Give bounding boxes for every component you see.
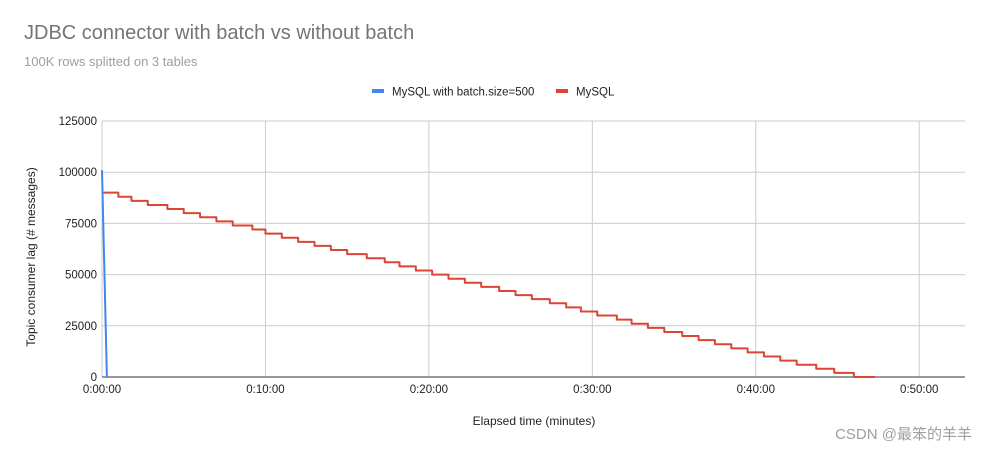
x-tick-label: 0:20:00 [410,384,448,396]
series-line-mysql [102,191,876,378]
chart-title: JDBC connector with batch vs without bat… [24,22,415,44]
x-tick-label: 0:10:00 [246,384,284,396]
x-tick-label: 0:40:00 [737,384,775,396]
series-line-mysql-with-batch-size-500 [101,170,108,378]
y-axis-label: Topic consumer lag (# messages) [24,167,38,346]
y-tick-label: 0 [91,372,97,384]
y-tick-label: 50000 [65,270,97,282]
legend-swatch [372,89,384,93]
y-tick-label: 125000 [59,116,97,128]
series-lines [101,170,876,378]
watermark: CSDN @最笨的羊羊 [835,426,972,443]
legend-swatch [556,89,568,93]
chart-subtitle: 100K rows splitted on 3 tables [24,54,198,69]
x-tick-label: 0:00:00 [83,384,121,396]
y-tick-label: 75000 [65,218,97,230]
y-tick-label: 100000 [59,167,97,179]
y-tick-label: 25000 [65,321,97,333]
x-tick-label: 0:30:00 [573,384,611,396]
legend-label: MySQL with batch.size=500 [392,87,534,99]
gridlines [101,120,965,377]
x-tick-label: 0:50:00 [900,384,938,396]
axes: 0 25000 50000 75000 100000 125000 0:00:00 0:10:… [59,116,965,396]
legend: MySQL with batch.size=500 MySQL [372,87,615,99]
legend-label: MySQL [576,87,615,99]
x-axis-label: Elapsed time (minutes) [473,414,596,428]
